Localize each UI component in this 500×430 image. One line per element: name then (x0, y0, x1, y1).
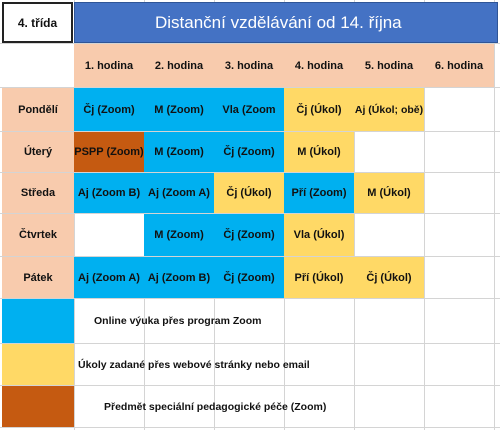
gridline (0, 131, 500, 132)
lesson-cell: Čj (Úkol) (284, 88, 354, 131)
legend-swatch-zoom (2, 299, 74, 343)
lesson-cell: Aj (Úkol; obě) (354, 88, 424, 131)
lesson-cell: M (Zoom) (144, 88, 214, 131)
lesson-cell: Aj (Zoom A) (74, 257, 144, 298)
lesson-cell: Pří (Zoom) (284, 173, 354, 213)
hour-header: 1. hodina (74, 44, 144, 87)
lesson-cell: Vla (Úkol) (284, 214, 354, 256)
lesson-cell: M (Úkol) (284, 132, 354, 172)
lesson-cell: Aj (Zoom B) (144, 257, 214, 298)
day-header: Pátek (2, 257, 74, 298)
legend-label-special: Předmět speciální pedagogické péče (Zoom… (104, 400, 327, 413)
hour-header: 6. hodina (424, 44, 494, 87)
day-header: Pondělí (2, 88, 74, 131)
lesson-cell: Aj (Zoom B) (74, 173, 144, 213)
day-header: Středa (2, 173, 74, 213)
lesson-cell: Vla (Zoom (214, 88, 284, 131)
lesson-cell: Čj (Zoom) (74, 88, 144, 131)
gridline (0, 256, 500, 257)
gridline (0, 427, 500, 428)
gridline (0, 213, 500, 214)
lesson-cell: Čj (Zoom) (214, 132, 284, 172)
lesson-cell: Aj (Zoom A) (144, 173, 214, 213)
gridline (0, 172, 500, 173)
hour-header: 5. hodina (354, 44, 424, 87)
lesson-cell: Čj (Úkol) (354, 257, 424, 298)
hour-header: 3. hodina (214, 44, 284, 87)
lesson-cell: Čj (Zoom) (214, 257, 284, 298)
lesson-cell: PSPP (Zoom) (74, 132, 144, 172)
gridline (0, 87, 500, 88)
page-title: Distanční vzdělávání od 14. října (74, 2, 498, 43)
gridline (74, 0, 75, 430)
gridline (494, 0, 495, 430)
hour-header: 2. hodina (144, 44, 214, 87)
lesson-cell: M (Zoom) (144, 214, 214, 256)
lesson-cell: Pří (Úkol) (284, 257, 354, 298)
lesson-cell: Čj (Úkol) (214, 173, 284, 213)
gridline (0, 385, 500, 386)
legend-label-task: Úkoly zadané přes webové stránky nebo em… (78, 358, 310, 371)
legend-label-zoom: Online výuka přes program Zoom (94, 315, 262, 327)
class-label: 4. třída (2, 2, 73, 43)
legend-swatch-special (2, 386, 74, 427)
gridline (0, 343, 500, 344)
gridline (424, 0, 425, 430)
hour-header: 4. hodina (284, 44, 354, 87)
lesson-cell: Čj (Zoom) (214, 214, 284, 256)
day-header: Čtvrtek (2, 214, 74, 256)
gridline (354, 0, 355, 430)
gridline (0, 298, 500, 299)
lesson-cell: M (Zoom) (144, 132, 214, 172)
day-header: Úterý (2, 132, 74, 172)
gridline (0, 43, 500, 44)
legend-swatch-task (2, 344, 74, 385)
lesson-cell: M (Úkol) (354, 173, 424, 213)
